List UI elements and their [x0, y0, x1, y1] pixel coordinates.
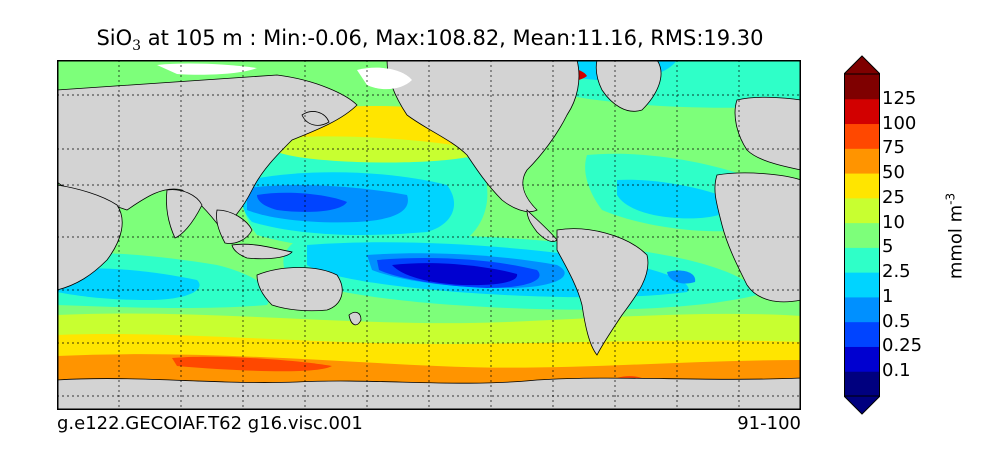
new-zealand-land	[348, 311, 362, 326]
ross-sea-75-100-patch	[172, 356, 332, 372]
map-frame	[57, 60, 801, 410]
africa-land	[714, 172, 801, 303]
colorbar-tick-label: 10	[882, 211, 905, 233]
title-variable: SiO	[96, 26, 133, 50]
kamchatka-land	[301, 111, 330, 126]
colorbar-tick-label: 5	[882, 236, 894, 258]
colorbar-segment	[844, 148, 880, 174]
colorbar	[844, 55, 880, 415]
colorbar-tick-label: 1	[882, 285, 894, 307]
indonesia-land	[231, 243, 293, 260]
hudson-bay-no-data	[357, 67, 412, 90]
greenland-land	[595, 60, 662, 112]
years-caption: 91-100	[737, 413, 801, 434]
colorbar-segment	[844, 123, 880, 149]
arabia-africa-land	[57, 184, 123, 291]
colorbar-tick-label: 2.5	[882, 261, 911, 283]
colorbar-tick-label: 0.25	[882, 335, 923, 357]
south-america-land	[556, 228, 649, 356]
colorbar-segment	[844, 321, 880, 347]
colorbar-segment	[844, 74, 880, 100]
colorbar-segment	[844, 296, 880, 323]
colorbar-segment	[844, 173, 880, 199]
colorbar-segment	[844, 197, 880, 224]
colorbar-tick-label: 25	[882, 186, 905, 208]
global-silicate-map	[57, 60, 801, 410]
colorbar-tick-label: 75	[882, 137, 905, 159]
subarctic-pacific-10-25-band	[257, 136, 487, 163]
colorbar-units-text: mmol m	[945, 204, 967, 280]
arctic-ice-no-data	[157, 63, 257, 75]
colorbar-segment	[844, 247, 880, 273]
north-atlantic-1-2-5-band	[617, 179, 737, 219]
case-name-caption: g.e122.GECOIAF.T62 g16.visc.001	[57, 413, 363, 434]
australia-land	[256, 267, 343, 312]
colorbar-frame	[844, 73, 880, 397]
colorbar-tick-label: 100	[882, 112, 917, 134]
colorbar-segment	[844, 346, 880, 372]
graticule	[57, 60, 801, 410]
indian-ocean-1-2-5-band	[57, 268, 200, 300]
central-america-land	[526, 209, 558, 242]
colorbar-segment	[844, 272, 880, 298]
colorbar-tick-label: 50	[882, 162, 905, 184]
colorbar-units-label: mmol m-3	[944, 193, 967, 279]
title-stats: at 105 m : Min:-0.06, Max:108.82, Mean:1…	[141, 26, 764, 50]
colorbar-min-extend	[844, 395, 880, 415]
north-america-land	[386, 60, 580, 213]
colorbar-segment	[844, 98, 880, 125]
south-pacific-0-1-0-25-core	[392, 263, 518, 286]
colorbar-tick-label: 0.5	[882, 310, 911, 332]
india-land	[166, 189, 203, 239]
plot-title: SiO3 at 105 m : Min:-0.06, Max:108.82, M…	[0, 26, 860, 54]
colorbar-tick-label: 0.1	[882, 360, 911, 382]
colorbar-units-exponent: -3	[943, 192, 958, 205]
north-pacific-0-25-0-5-core	[257, 192, 347, 212]
europe-land	[734, 96, 801, 171]
colorbar-segment	[844, 371, 880, 397]
title-variable-subscript: 3	[132, 38, 142, 55]
colorbar-tick-label: 125	[882, 87, 917, 109]
colorbar-max-extend	[844, 55, 880, 75]
south-atlantic-0-5-1-patch	[667, 270, 696, 284]
colorbar-segment	[844, 222, 880, 248]
